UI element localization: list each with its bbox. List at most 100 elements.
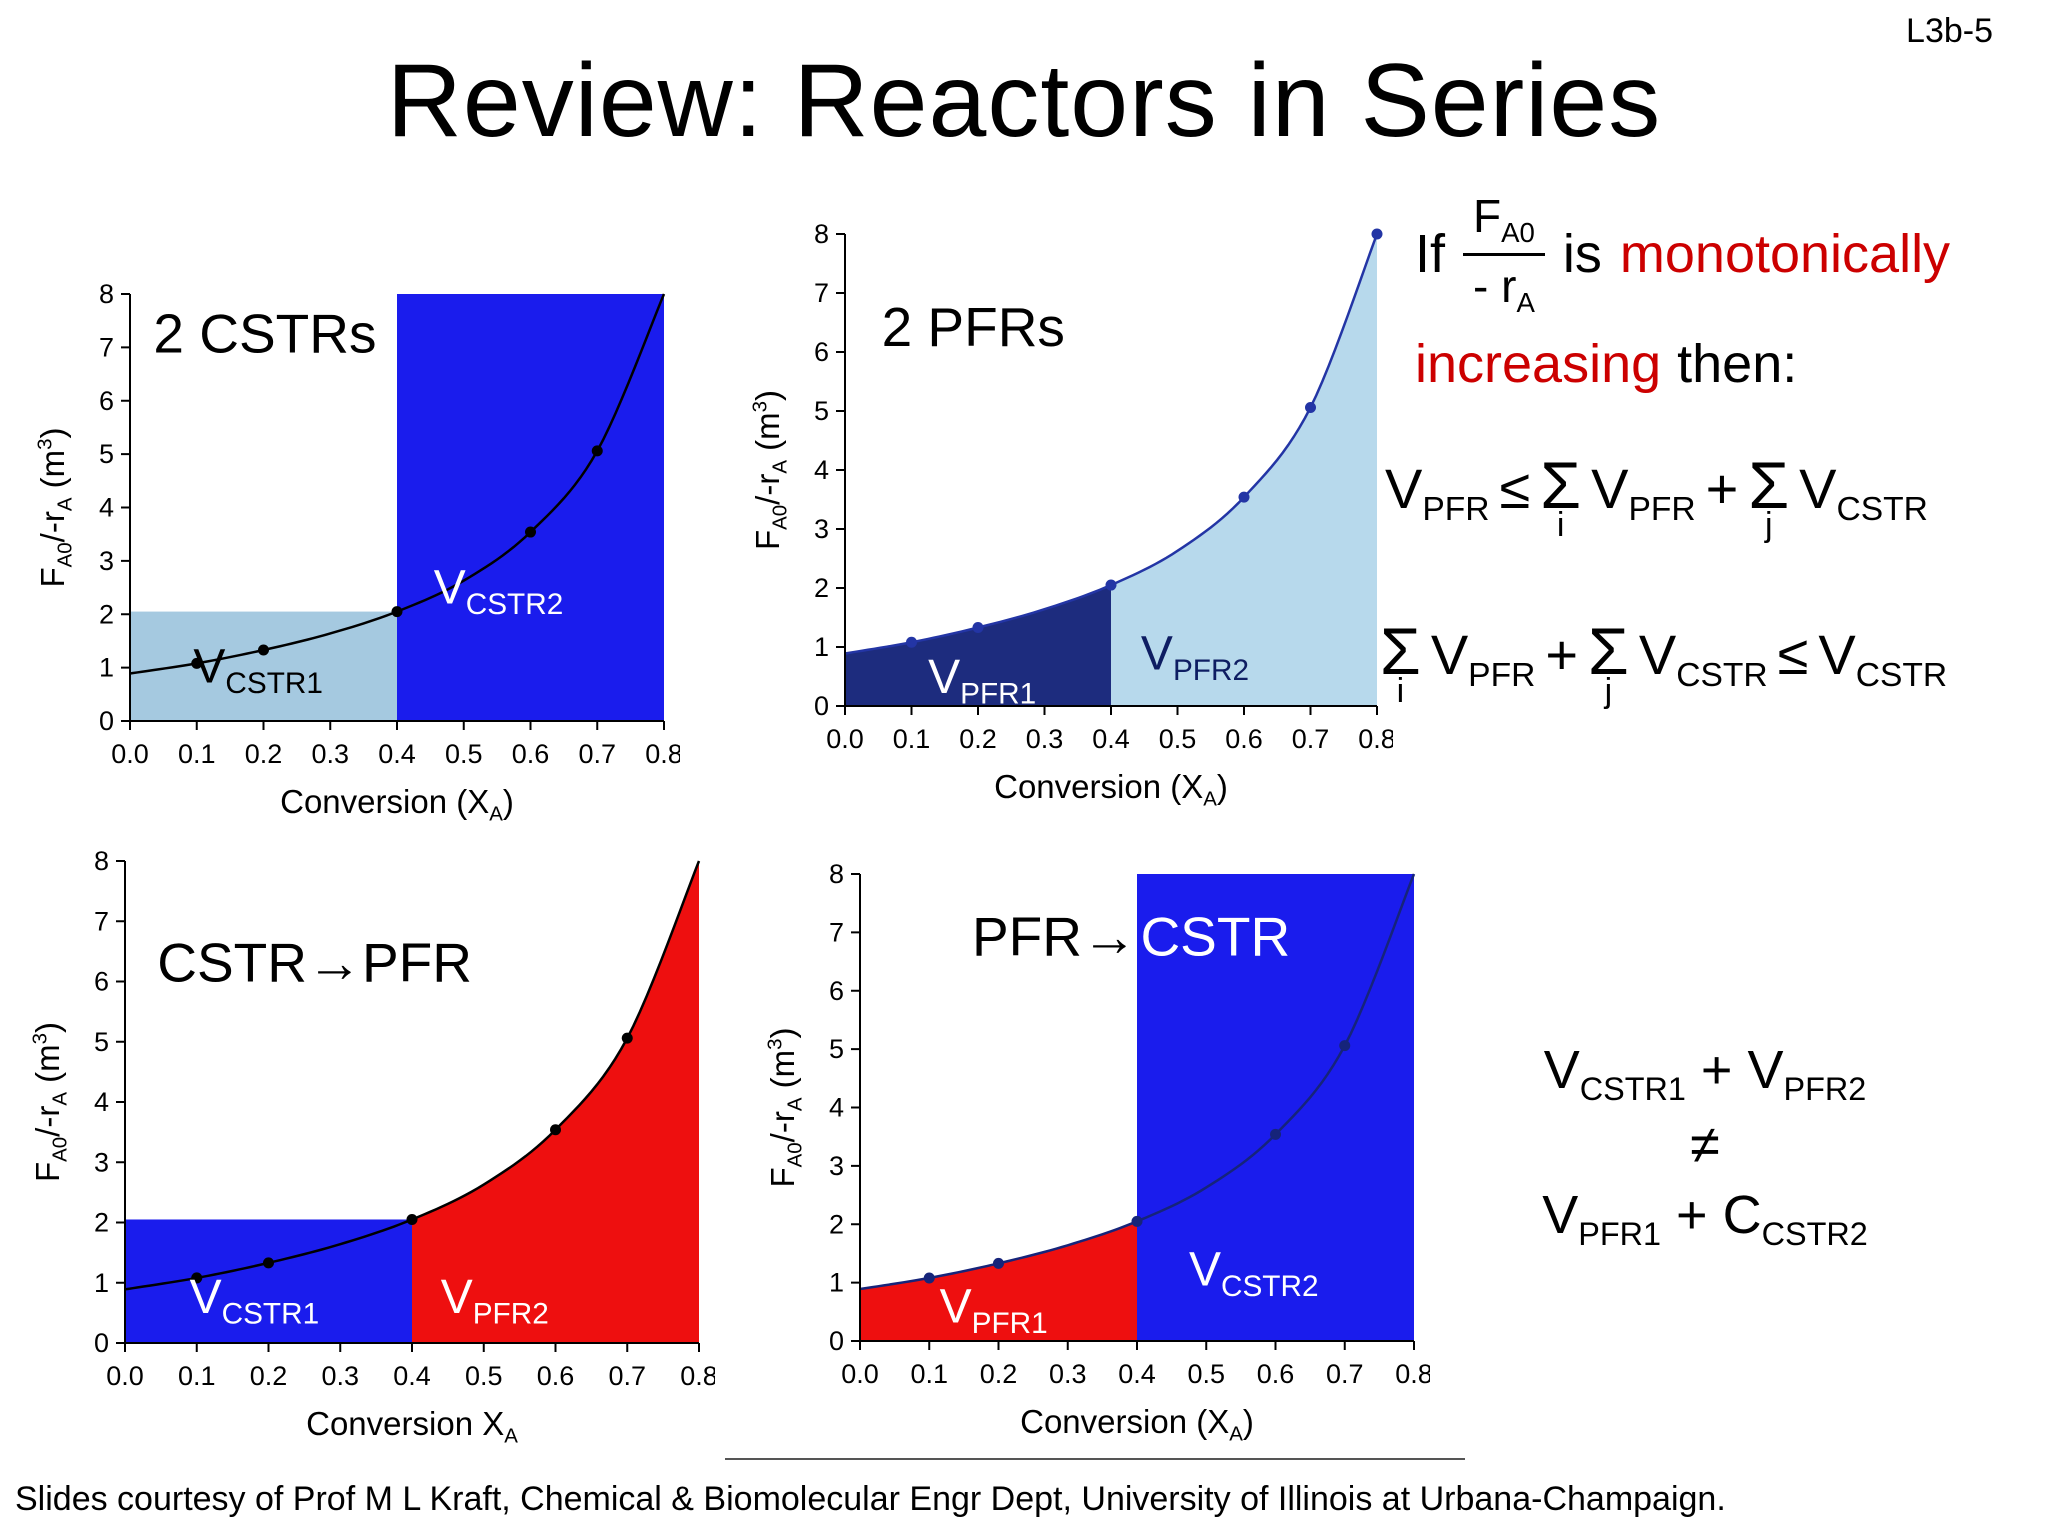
sigma-subscript: j bbox=[1604, 672, 1613, 710]
svg-text:VPFR2: VPFR2 bbox=[441, 1271, 549, 1331]
svg-text:0.5: 0.5 bbox=[445, 739, 483, 769]
svg-text:7: 7 bbox=[814, 278, 829, 308]
svg-text:0.7: 0.7 bbox=[608, 1361, 646, 1391]
svg-text:3: 3 bbox=[94, 1147, 109, 1177]
svg-text:1: 1 bbox=[814, 632, 829, 662]
svg-text:0.8: 0.8 bbox=[645, 739, 680, 769]
svg-text:4: 4 bbox=[829, 1093, 844, 1123]
svg-text:2: 2 bbox=[814, 573, 829, 603]
svg-text:0.2: 0.2 bbox=[980, 1359, 1018, 1389]
svg-text:VCSTR2: VCSTR2 bbox=[1189, 1244, 1319, 1304]
svg-text:0.0: 0.0 bbox=[826, 724, 864, 754]
sigma-i: Σ i bbox=[1380, 618, 1421, 708]
svg-text:0.3: 0.3 bbox=[1049, 1359, 1087, 1389]
svg-text:1: 1 bbox=[99, 653, 114, 683]
svg-text:0.5: 0.5 bbox=[1159, 724, 1197, 754]
svg-text:0: 0 bbox=[94, 1328, 109, 1358]
svg-text:0.6: 0.6 bbox=[1225, 724, 1263, 754]
monotonic-condition: If FA0 - rA is monotonically increasing … bbox=[1415, 190, 1950, 395]
monotonically-text: monotonically bbox=[1619, 224, 1951, 285]
svg-text:2: 2 bbox=[94, 1208, 109, 1238]
svg-text:4: 4 bbox=[94, 1087, 109, 1117]
svg-text:6: 6 bbox=[814, 337, 829, 367]
not-equal-statement: VCSTR1 + VPFR2 ≠ VPFR1 + CCSTR2 bbox=[1455, 1035, 1955, 1255]
svg-text:1: 1 bbox=[829, 1268, 844, 1298]
sigma-j: Σ j bbox=[1588, 618, 1629, 708]
svg-text:0.1: 0.1 bbox=[178, 1361, 216, 1391]
sigma-j: Σ j bbox=[1748, 452, 1789, 542]
svg-text:2: 2 bbox=[829, 1209, 844, 1239]
term-vcstr-sum: VCSTR bbox=[1638, 623, 1768, 695]
svg-text:0.4: 0.4 bbox=[378, 739, 416, 769]
svg-text:VCSTR2: VCSTR2 bbox=[434, 562, 564, 622]
fraction-numerator: FA0 bbox=[1463, 190, 1545, 256]
sigma-symbol: Σ bbox=[1380, 614, 1421, 688]
inequality-sums-le-vcstr: Σ i VPFR + Σ j VCSTR ≤ VCSTR bbox=[1380, 618, 1948, 708]
then-text: then: bbox=[1677, 333, 1798, 394]
svg-text:2 PFRs: 2 PFRs bbox=[882, 296, 1065, 358]
svg-text:VCSTR1: VCSTR1 bbox=[193, 641, 323, 701]
svg-text:5: 5 bbox=[94, 1027, 109, 1057]
svg-text:8: 8 bbox=[829, 859, 844, 889]
svg-text:VPFR1: VPFR1 bbox=[940, 1280, 1048, 1340]
term-vcstr: VCSTR bbox=[1818, 623, 1948, 695]
if-text: If bbox=[1415, 224, 1446, 285]
svg-text:8: 8 bbox=[94, 846, 109, 876]
svg-text:VPFR1: VPFR1 bbox=[928, 651, 1036, 711]
sigma-symbol: Σ bbox=[1748, 448, 1790, 522]
svg-text:FA0/-rA (m3): FA0/-rA (m3) bbox=[763, 1028, 806, 1188]
sigma-subscript: j bbox=[1764, 506, 1773, 544]
svg-text:0.8: 0.8 bbox=[680, 1361, 715, 1391]
svg-text:0: 0 bbox=[829, 1326, 844, 1356]
increasing-text: increasing bbox=[1415, 333, 1662, 394]
svg-text:6: 6 bbox=[829, 976, 844, 1006]
svg-text:0.6: 0.6 bbox=[512, 739, 550, 769]
svg-text:6: 6 bbox=[94, 967, 109, 997]
svg-text:7: 7 bbox=[99, 332, 114, 362]
condition-line-1: If FA0 - rA is monotonically bbox=[1415, 190, 1950, 319]
le-symbol: ≤ bbox=[1777, 623, 1809, 686]
is-text: is bbox=[1562, 224, 1602, 285]
svg-text:8: 8 bbox=[814, 219, 829, 249]
footer-divider bbox=[725, 1458, 1465, 1460]
svg-text:5: 5 bbox=[99, 439, 114, 469]
term-vcstr-sum: VCSTR bbox=[1799, 457, 1928, 529]
svg-text:5: 5 bbox=[814, 396, 829, 426]
plus-symbol: + bbox=[1545, 623, 1579, 686]
svg-text:1: 1 bbox=[94, 1268, 109, 1298]
sigma-symbol: Σ bbox=[1588, 614, 1629, 688]
svg-text:0.0: 0.0 bbox=[106, 1361, 144, 1391]
svg-text:0.6: 0.6 bbox=[1257, 1359, 1295, 1389]
svg-text:2: 2 bbox=[99, 599, 114, 629]
svg-text:Conversion (XA): Conversion (XA) bbox=[1020, 1403, 1254, 1445]
svg-text:0.3: 0.3 bbox=[311, 739, 349, 769]
svg-text:0.1: 0.1 bbox=[178, 739, 216, 769]
fa0-over-ra-fraction: FA0 - rA bbox=[1463, 190, 1545, 319]
levenspiel-plot-2-cstrs: 0.0 0.1 0.2 0.3 0.4 0.5 0.6 0.7 0.8 0 1 2 3 4 5 6 7 8 Conv… bbox=[30, 278, 682, 833]
svg-text:0.4: 0.4 bbox=[1092, 724, 1130, 754]
svg-text:0.4: 0.4 bbox=[393, 1361, 431, 1391]
svg-text:0.7: 0.7 bbox=[1326, 1359, 1364, 1389]
svg-text:4: 4 bbox=[99, 493, 114, 523]
svg-text:0.7: 0.7 bbox=[578, 739, 616, 769]
levenspiel-plot-pfr-to-cstr: 0.0 0.1 0.2 0.3 0.4 0.5 0.6 0.7 0.8 0 1 2 3 4 5 6 7 8 Conv… bbox=[760, 858, 1432, 1453]
svg-text:0.1: 0.1 bbox=[893, 724, 931, 754]
svg-text:0.6: 0.6 bbox=[537, 1361, 575, 1391]
plus-symbol: + bbox=[1705, 457, 1739, 520]
term-vpfr: VPFR bbox=[1385, 457, 1490, 529]
svg-text:0.1: 0.1 bbox=[910, 1359, 948, 1389]
svg-text:0.3: 0.3 bbox=[1026, 724, 1064, 754]
svg-text:0.0: 0.0 bbox=[841, 1359, 879, 1389]
neq-line-2: VPFR1 + CCSTR2 bbox=[1542, 1185, 1868, 1252]
svg-text:0: 0 bbox=[814, 691, 829, 721]
page-title: Review: Reactors in Series bbox=[386, 43, 1662, 159]
sigma-subscript: i bbox=[1396, 672, 1405, 710]
sigma-symbol: Σ bbox=[1540, 448, 1582, 522]
svg-text:2 CSTRs: 2 CSTRs bbox=[153, 303, 376, 365]
svg-text:VPFR2: VPFR2 bbox=[1141, 627, 1249, 687]
svg-text:3: 3 bbox=[829, 1151, 844, 1181]
attribution-footer: Slides courtesy of Prof M L Kraft, Chemi… bbox=[15, 1480, 1726, 1518]
svg-text:7: 7 bbox=[829, 917, 844, 947]
svg-text:0.7: 0.7 bbox=[1292, 724, 1330, 754]
